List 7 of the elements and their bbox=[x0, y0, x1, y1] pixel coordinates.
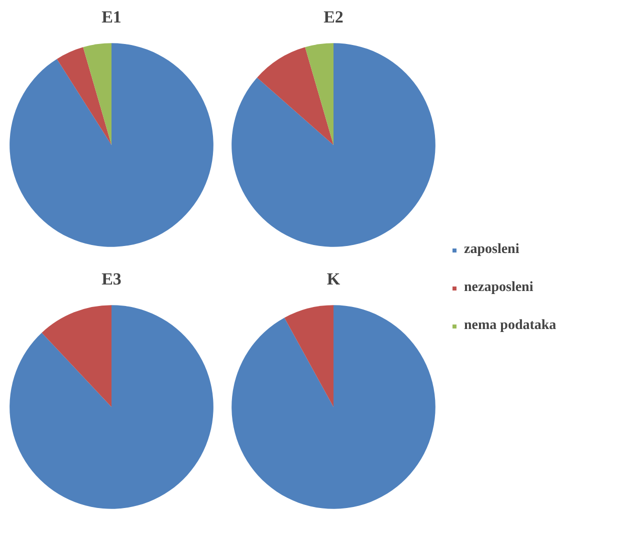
legend-label: zaposleni bbox=[464, 242, 520, 258]
chart-title: E3 bbox=[102, 270, 122, 288]
legend-label: nezaposleni bbox=[464, 280, 534, 296]
chart-title: E1 bbox=[102, 8, 122, 26]
chart-title: E2 bbox=[324, 8, 344, 26]
legend-label: nema podataka bbox=[464, 318, 556, 334]
chart-title: K bbox=[326, 270, 341, 288]
